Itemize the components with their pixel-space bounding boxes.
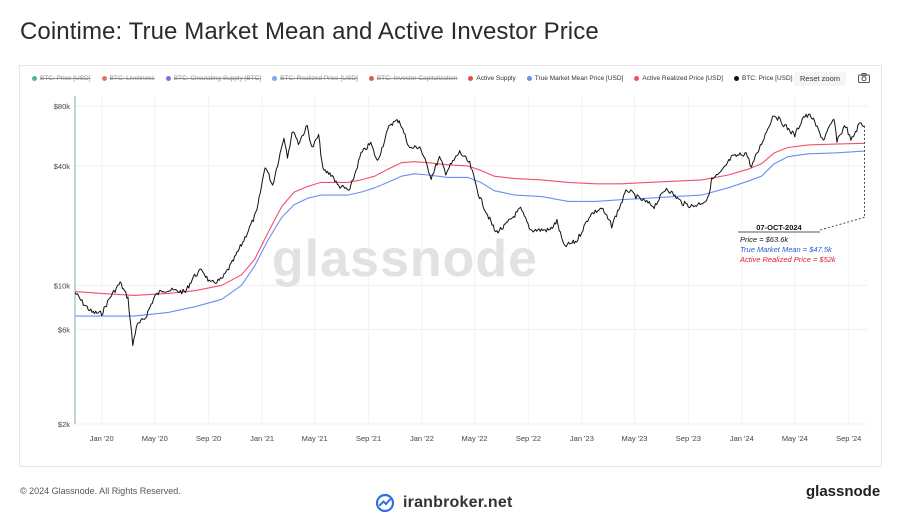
legend-item-7[interactable]: Active Realized Price [USD] <box>634 72 723 84</box>
annotation-active-realized: Active Realized Price = $52k <box>739 255 837 264</box>
legend-label: BTC: Price [USD] <box>741 74 793 82</box>
series-group <box>74 113 865 347</box>
legend-item-1[interactable]: BTC: Liveliness <box>101 72 155 84</box>
copyright-text: © 2024 Glassnode. All Rights Reserved. <box>20 486 181 496</box>
x-tick-label: May '22 <box>462 434 488 443</box>
x-axis: Jan '20 May '20 Sep '20 Jan '21 May '21 Sep '… <box>90 434 862 443</box>
camera-icon[interactable] <box>858 73 870 83</box>
iranbroker-watermark: iranbroker.net <box>375 493 513 513</box>
legend-item-2[interactable]: BTC: Circulating Supply [BTC] <box>165 72 262 84</box>
grid <box>74 96 868 425</box>
x-tick-label: May '23 <box>621 434 647 443</box>
legend-dot-icon <box>468 75 474 81</box>
x-tick-label: Sep '23 <box>676 434 701 443</box>
x-tick-label: Sep '20 <box>196 434 221 443</box>
series-line-2 <box>74 142 865 296</box>
iranbroker-logo-icon <box>375 493 395 513</box>
chart-plot: glassnode $80k $40k $10k $6k $2k Jan '20 May … <box>54 96 868 443</box>
watermark-text: glassnode <box>272 230 538 288</box>
legend-label: Active Supply <box>476 74 516 82</box>
annotation-connector <box>819 217 865 231</box>
legend-label: BTC: Realized Price [USD] <box>280 74 358 82</box>
x-tick-label: May '20 <box>142 434 168 443</box>
annotation-date: 07-OCT-2024 <box>756 223 802 232</box>
x-tick-label: Sep '24 <box>836 434 861 443</box>
legend-item-3[interactable]: BTC: Realized Price [USD] <box>272 72 358 84</box>
y-tick-label: $40k <box>54 162 71 171</box>
x-tick-label: Sep '21 <box>356 434 381 443</box>
legend-item-0[interactable]: BTC: Price [USD] <box>32 72 91 84</box>
legend-dot-icon <box>165 75 171 81</box>
x-tick-label: May '21 <box>302 434 328 443</box>
legend-dot-icon <box>368 75 374 81</box>
series-line-1 <box>75 150 865 317</box>
y-tick-label: $6k <box>58 325 70 334</box>
x-tick-label: May '24 <box>782 434 808 443</box>
x-tick-label: Jan '23 <box>570 434 594 443</box>
y-tick-label: $2k <box>58 420 70 429</box>
brand-logo-text: glassnode <box>806 483 881 500</box>
legend-label: BTC: Circulating Supply [BTC] <box>173 74 262 82</box>
legend-label: BTC: Price [USD] <box>40 74 91 82</box>
annotation-price: Price = $63.6k <box>740 235 789 244</box>
x-tick-label: Jan '21 <box>250 434 274 443</box>
chart-legend: BTC: Price [USD] BTC: Liveliness BTC: Circ… <box>32 72 804 84</box>
x-tick-label: Jan '24 <box>730 434 754 443</box>
x-tick-label: Jan '22 <box>410 434 434 443</box>
legend-label: BTC: Investor Capitalization <box>376 74 458 82</box>
legend-item-6[interactable]: True Market Mean Price [USD] <box>526 72 624 84</box>
page-title: Cointime: True Market Mean and Active In… <box>20 18 599 45</box>
x-tick-label: Sep '22 <box>516 434 541 443</box>
x-tick-label: Jan '20 <box>90 434 114 443</box>
legend-dot-icon <box>526 75 532 81</box>
legend-dot-icon <box>634 75 640 81</box>
legend-item-4[interactable]: BTC: Investor Capitalization <box>368 72 458 84</box>
legend-label: BTC: Liveliness <box>109 74 155 82</box>
legend-item-8[interactable]: BTC: Price [USD] <box>733 72 793 84</box>
legend-item-5[interactable]: Active Supply <box>468 72 516 84</box>
legend-dot-icon <box>32 75 37 81</box>
iranbroker-text: iranbroker.net <box>403 494 513 511</box>
series-line-0 <box>74 113 865 347</box>
legend-label: Active Realized Price [USD] <box>642 74 723 82</box>
legend-dot-icon <box>101 75 107 81</box>
chart-frame: BTC: Price [USD] BTC: Liveliness BTC: Circ… <box>19 65 882 467</box>
reset-zoom-button[interactable]: Reset zoom <box>794 72 847 86</box>
y-tick-label: $10k <box>54 281 71 290</box>
legend-dot-icon <box>272 75 278 81</box>
y-tick-label: $80k <box>54 102 71 111</box>
legend-label: True Market Mean Price [USD] <box>534 74 624 82</box>
annotation-true-market-mean: True Market Mean = $47.5k <box>740 245 833 254</box>
y-axis: $80k $40k $10k $6k $2k <box>54 102 71 429</box>
legend-dot-icon <box>733 75 739 81</box>
